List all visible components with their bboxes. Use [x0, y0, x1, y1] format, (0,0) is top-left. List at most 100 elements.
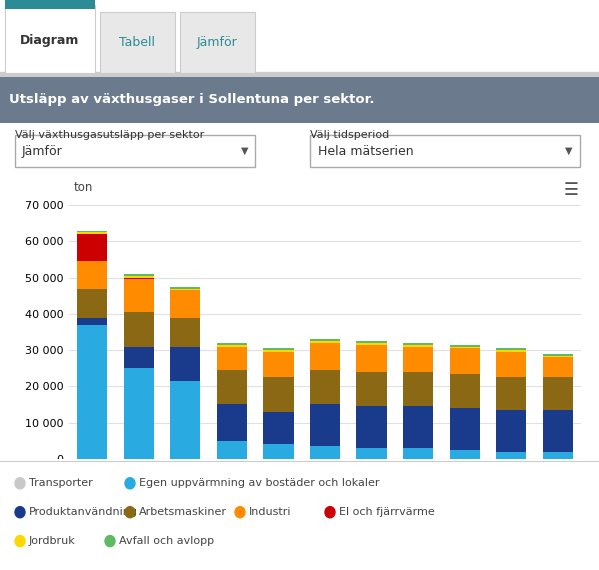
Bar	[170, 287, 201, 288]
Bar	[264, 352, 294, 377]
Bar	[310, 446, 340, 459]
Bar	[310, 370, 340, 405]
Bar	[449, 450, 480, 459]
Bar	[449, 348, 480, 374]
Bar	[403, 372, 433, 406]
Bar	[310, 135, 580, 167]
Bar	[170, 317, 201, 347]
Bar	[5, 0, 95, 9]
Bar	[170, 347, 201, 381]
Text: Hela mätserien: Hela mätserien	[318, 145, 414, 157]
Bar	[264, 412, 294, 445]
Text: Diagram: Diagram	[20, 34, 80, 47]
Bar	[217, 405, 247, 441]
Bar	[403, 406, 433, 448]
Bar	[403, 448, 433, 459]
Bar	[356, 406, 386, 448]
Bar	[217, 345, 247, 347]
Bar	[264, 350, 294, 352]
Bar	[123, 347, 154, 368]
Bar	[543, 451, 573, 459]
Bar	[15, 135, 255, 167]
Bar	[77, 233, 107, 234]
Text: ▼: ▼	[241, 146, 248, 156]
Bar	[310, 341, 340, 343]
Text: Jordbruk: Jordbruk	[29, 536, 75, 546]
Text: Jämför: Jämför	[22, 145, 63, 157]
Bar	[449, 408, 480, 450]
Text: ton: ton	[74, 181, 93, 194]
Bar	[0, 72, 599, 77]
Bar	[496, 410, 527, 451]
Text: Avfall och avlopp: Avfall och avlopp	[119, 536, 214, 546]
Bar	[264, 377, 294, 412]
Bar	[170, 290, 201, 317]
Bar	[449, 347, 480, 348]
Bar	[403, 343, 433, 345]
Bar	[123, 278, 154, 279]
Bar	[449, 374, 480, 408]
Bar	[356, 345, 386, 372]
Bar	[310, 343, 340, 370]
Bar	[170, 288, 201, 290]
Circle shape	[125, 507, 135, 518]
Bar	[217, 343, 247, 345]
Text: Arbetsmaskiner: Arbetsmaskiner	[139, 507, 227, 517]
Bar	[217, 441, 247, 459]
Bar	[449, 345, 480, 347]
Text: ☰: ☰	[564, 181, 579, 199]
Bar	[170, 381, 201, 459]
Bar	[77, 325, 107, 459]
Bar	[123, 279, 154, 312]
Bar	[77, 230, 107, 233]
Text: ▼: ▼	[564, 146, 572, 156]
Bar	[543, 356, 573, 357]
Bar	[180, 11, 255, 73]
Bar	[403, 347, 433, 372]
Text: Egen uppvärmning av bostäder och lokaler: Egen uppvärmning av bostäder och lokaler	[139, 478, 380, 488]
Bar	[123, 276, 154, 278]
Bar	[356, 372, 386, 406]
Text: El och fjärrvärme: El och fjärrvärme	[339, 507, 435, 517]
Text: Utsläpp av växthusgaser i Sollentuna per sektor.: Utsläpp av växthusgaser i Sollentuna per…	[9, 93, 374, 106]
Circle shape	[15, 536, 25, 547]
Bar	[496, 352, 527, 377]
Text: Välj tidsperiod: Välj tidsperiod	[310, 130, 389, 140]
Bar	[496, 348, 527, 350]
Circle shape	[15, 507, 25, 518]
Bar	[310, 339, 340, 341]
Circle shape	[15, 478, 25, 489]
Bar	[356, 343, 386, 345]
Text: Transporter: Transporter	[29, 478, 93, 488]
Bar	[77, 317, 107, 325]
Circle shape	[105, 536, 115, 547]
Circle shape	[125, 478, 135, 489]
Bar	[217, 347, 247, 370]
Bar	[264, 445, 294, 459]
Bar	[123, 274, 154, 276]
Bar	[403, 345, 433, 347]
Bar	[77, 288, 107, 317]
Bar	[77, 234, 107, 262]
Bar	[356, 341, 386, 343]
Bar	[496, 350, 527, 352]
Bar	[123, 312, 154, 347]
Bar	[217, 370, 247, 405]
Text: Välj växthusgasutsläpp per sektor: Välj växthusgasutsläpp per sektor	[15, 130, 204, 140]
Bar	[496, 451, 527, 459]
Bar	[77, 262, 107, 288]
Bar	[496, 377, 527, 410]
Bar	[100, 11, 175, 73]
Text: Industri: Industri	[249, 507, 292, 517]
Bar	[5, 5, 95, 73]
Text: Produktanvändning: Produktanvändning	[29, 507, 138, 517]
Circle shape	[235, 507, 245, 518]
Bar	[543, 357, 573, 377]
Bar	[543, 410, 573, 451]
Circle shape	[325, 507, 335, 518]
Bar	[543, 354, 573, 356]
Text: Tabell: Tabell	[119, 36, 155, 49]
Bar	[543, 377, 573, 410]
Bar	[123, 368, 154, 459]
Bar	[310, 405, 340, 446]
